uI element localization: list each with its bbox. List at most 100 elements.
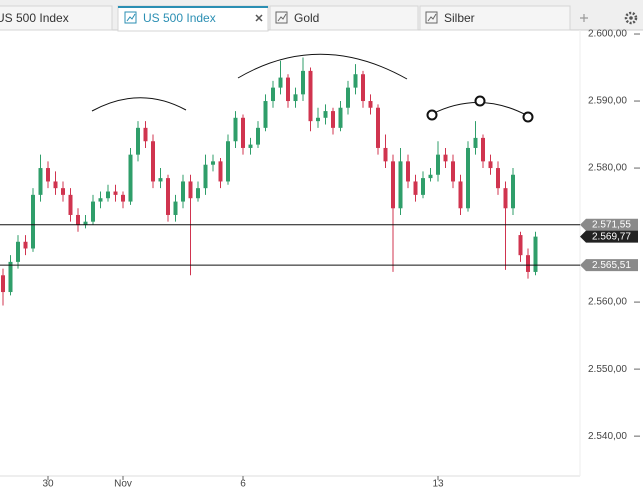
- tab-label: US 500 Index: [143, 11, 216, 25]
- candle-body: [481, 137, 485, 162]
- x-tick-label: 6: [240, 479, 246, 490]
- y-tick-label: 2.540,00: [588, 431, 627, 442]
- candle-body: [248, 144, 253, 148]
- candle-body: [458, 181, 463, 209]
- candle-body: [406, 161, 410, 182]
- candle-body: [451, 161, 455, 182]
- candle-body: [68, 194, 73, 215]
- candle-body: [353, 74, 358, 88]
- candle-body: [218, 161, 223, 182]
- add-tab-icon[interactable]: [580, 14, 588, 22]
- candle-body: [113, 191, 118, 195]
- y-tick-label: 2.550,00: [588, 364, 627, 375]
- candle-body: [256, 127, 260, 145]
- candle-body: [151, 141, 155, 182]
- candle-body: [316, 117, 320, 122]
- tab-active[interactable]: US 500 Index: [117, 5, 269, 32]
- candle-body: [166, 178, 170, 215]
- candle-body: [503, 188, 508, 209]
- candle-body: [106, 191, 110, 199]
- candle-body: [323, 111, 328, 118]
- candle-body: [61, 188, 65, 195]
- candle-body: [533, 236, 538, 272]
- candle-body: [443, 154, 448, 162]
- tab-label: Silber: [444, 11, 475, 25]
- candle-body: [518, 235, 523, 256]
- candle-body: [428, 174, 433, 179]
- candle-body: [301, 70, 305, 95]
- candle-body: [398, 161, 403, 209]
- candle-body: [16, 241, 20, 262]
- tab-label: US 500 Index: [0, 11, 69, 25]
- candle-body: [53, 181, 58, 189]
- candle-body: [38, 168, 43, 195]
- candle-body: [83, 221, 88, 226]
- candle-body: [8, 261, 13, 293]
- last-price-badge: [580, 230, 638, 243]
- close-icon[interactable]: [255, 14, 263, 22]
- tab[interactable]: Silber: [419, 5, 571, 31]
- candle-body: [488, 161, 493, 169]
- x-tick-label: 30: [42, 479, 54, 490]
- candle-body: [143, 127, 148, 142]
- candle-body: [466, 147, 470, 209]
- candle-body: [368, 101, 373, 108]
- level-badge: [580, 259, 638, 272]
- candle-body: [76, 214, 80, 226]
- candle-body: [331, 111, 335, 128]
- level-label: 2.565,51: [592, 260, 631, 271]
- candle-body: [473, 137, 478, 148]
- tab[interactable]: Gold: [269, 5, 419, 31]
- candle-body: [181, 181, 185, 202]
- y-tick-label: 2.560,00: [588, 297, 627, 308]
- candle-body: [263, 101, 268, 128]
- x-tick-label: Nov: [114, 479, 132, 490]
- candle-body: [173, 201, 178, 215]
- candle-body: [31, 194, 35, 249]
- settings-icon[interactable]: [624, 11, 638, 25]
- y-tick-label: 2.590,00: [588, 96, 627, 107]
- candle-body: [158, 178, 163, 182]
- candle-body: [286, 77, 290, 102]
- candle-body: [308, 70, 313, 122]
- candle-body: [128, 154, 133, 202]
- candle-body: [436, 154, 440, 175]
- tab-label: Gold: [294, 11, 319, 25]
- candle-body: [391, 161, 395, 209]
- candle-body: [421, 178, 425, 195]
- candle-body: [23, 241, 28, 249]
- candle-body: [511, 174, 515, 209]
- candle-body: [203, 164, 208, 189]
- candle-body: [136, 127, 140, 155]
- candle-body: [188, 181, 193, 199]
- level-badge: [580, 218, 638, 231]
- y-tick-label: 2.600,00: [588, 29, 627, 40]
- candle-body: [91, 201, 95, 222]
- candle-body: [526, 255, 530, 272]
- candle-body: [338, 107, 343, 128]
- candle-body: [233, 117, 238, 142]
- x-tick-label: 13: [432, 479, 444, 490]
- candle-body: [1, 275, 5, 293]
- candle-body: [121, 194, 125, 202]
- candle-body: [98, 198, 103, 202]
- level-label: 2.571,55: [592, 219, 631, 230]
- candle-body: [413, 181, 418, 195]
- tab[interactable]: US 500 Index: [0, 5, 113, 31]
- last-price-label: 2.569,77: [592, 231, 631, 242]
- candle-body: [361, 74, 365, 102]
- drawing-annotations: [91, 53, 534, 123]
- candle-body: [46, 168, 50, 182]
- candle-body: [293, 94, 298, 102]
- candle-body: [196, 188, 200, 199]
- y-tick-label: 2.580,00: [588, 163, 627, 174]
- candle-body: [241, 117, 245, 148]
- candle-body: [383, 147, 388, 162]
- candle-body: [346, 87, 350, 108]
- candle-body: [376, 107, 380, 148]
- candle-body: [271, 87, 275, 102]
- candle-body: [278, 77, 283, 88]
- candle-body: [496, 168, 500, 189]
- candle-body: [226, 141, 230, 182]
